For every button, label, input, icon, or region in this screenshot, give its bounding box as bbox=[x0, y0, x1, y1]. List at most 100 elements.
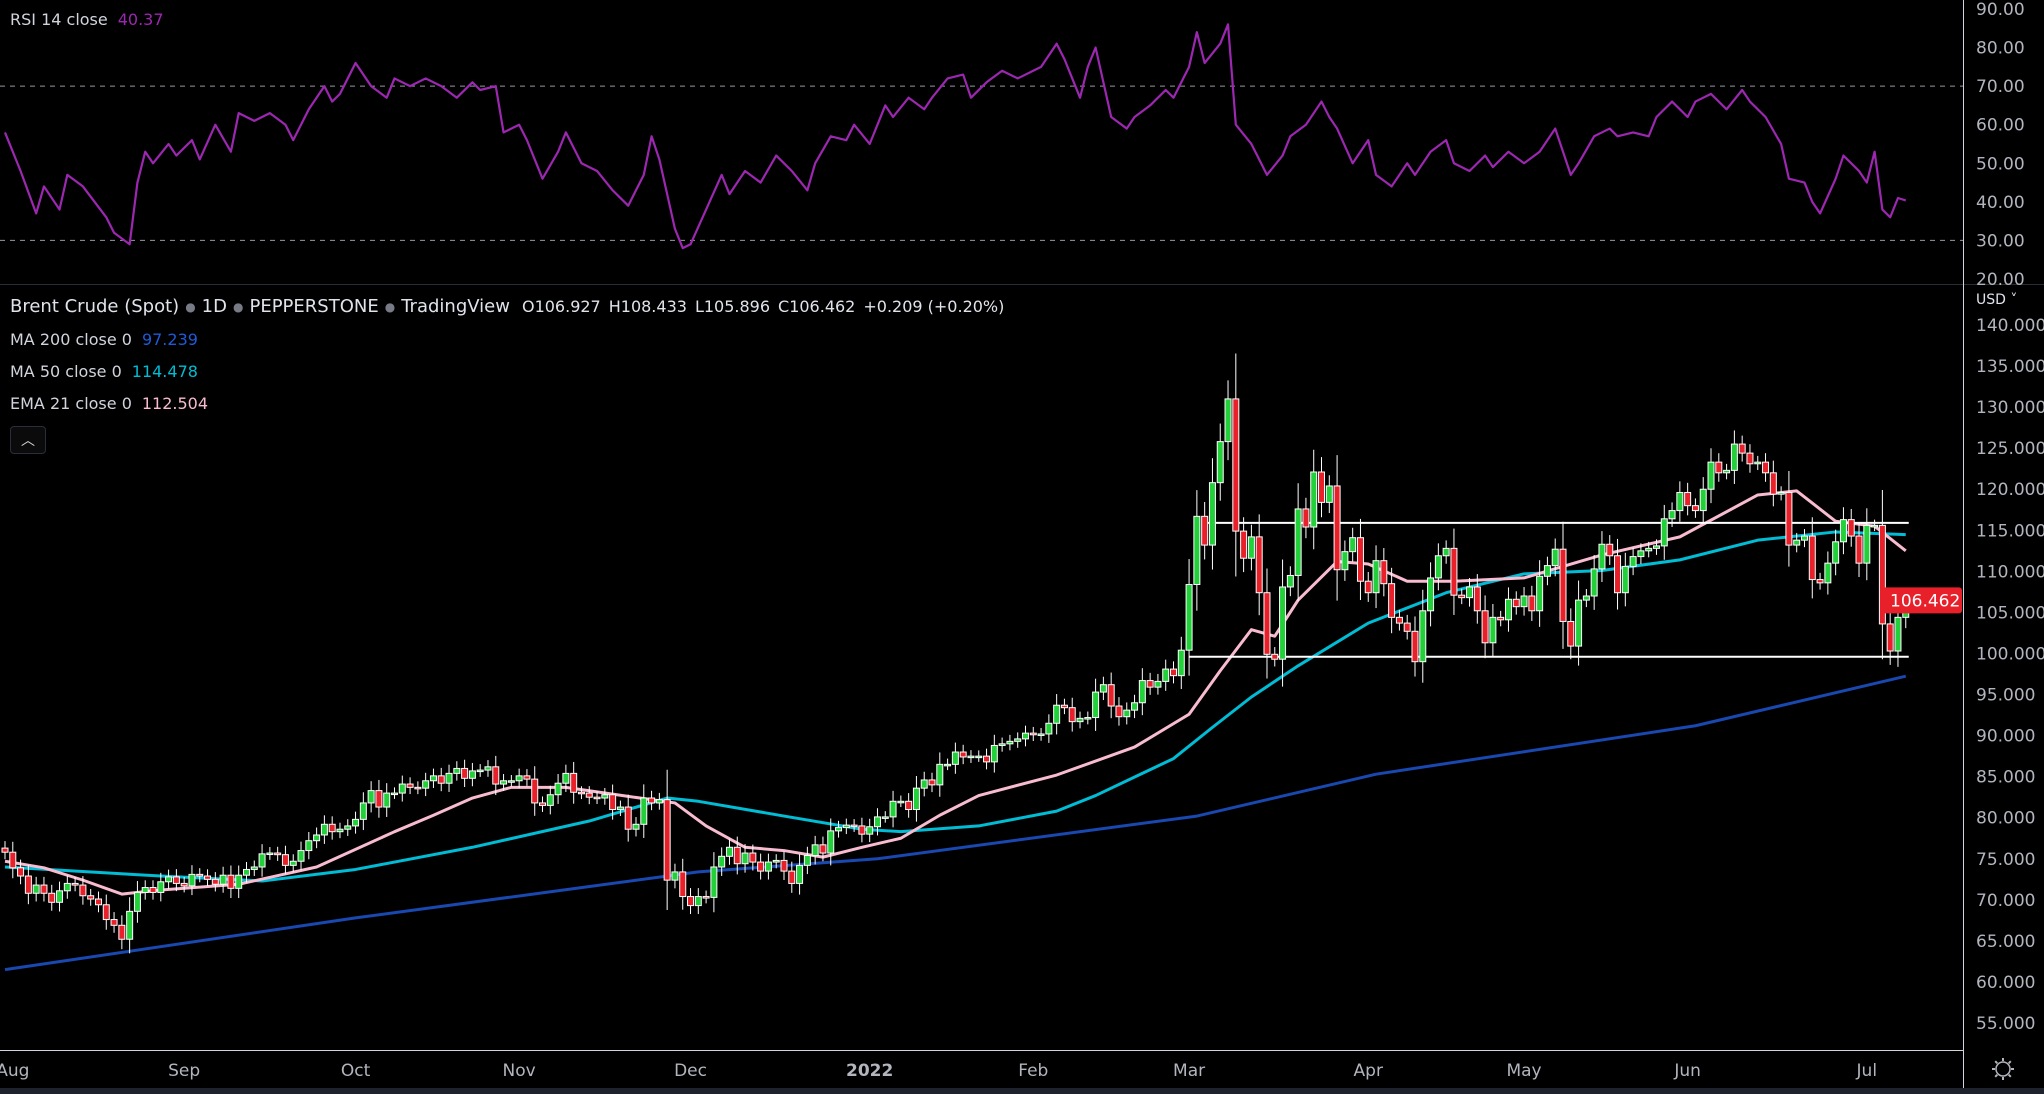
candle-body-up bbox=[1575, 599, 1583, 647]
candle bbox=[749, 844, 757, 871]
candle-body-up bbox=[1349, 537, 1357, 553]
candle bbox=[1512, 591, 1520, 615]
candle-body-up bbox=[398, 783, 406, 794]
candle-body-up bbox=[133, 891, 141, 912]
candle-body-down bbox=[687, 896, 695, 907]
price-tick-label: 55.000 bbox=[1976, 1014, 2035, 1034]
price-axis[interactable]: 140.000 135.000 130.000 125.000 120.000 115.0… bbox=[1976, 0, 2044, 1034]
candle bbox=[570, 761, 578, 804]
price-tick-label: 100.000 bbox=[1976, 644, 2044, 664]
candle bbox=[1878, 490, 1886, 660]
time-tick-label: Feb bbox=[1018, 1061, 1048, 1081]
ma200-legend[interactable]: MA 200 close 0 97.239 bbox=[10, 330, 198, 349]
candle-body-up bbox=[63, 882, 71, 892]
last-price-label: 106.462 bbox=[1890, 591, 1960, 611]
rsi-tick-label: 80.00 bbox=[1976, 39, 2025, 59]
candle-body-down bbox=[1201, 515, 1209, 546]
candle-body-down bbox=[624, 806, 632, 830]
candle bbox=[1372, 545, 1380, 609]
candle-body-down bbox=[274, 852, 282, 856]
candle bbox=[1800, 529, 1808, 548]
candle-body-down bbox=[492, 766, 500, 785]
candle bbox=[398, 775, 406, 802]
candle bbox=[858, 817, 866, 843]
candle bbox=[468, 762, 476, 787]
candle bbox=[274, 846, 282, 861]
candle bbox=[679, 858, 687, 910]
candle bbox=[671, 863, 679, 889]
symbol-legend[interactable]: Brent Crude (Spot) ● 1D ● PEPPERSTONE ● Tradin… bbox=[10, 296, 1005, 317]
candle bbox=[242, 861, 250, 883]
candle bbox=[1559, 521, 1567, 649]
ma50-legend[interactable]: MA 50 close 0 114.478 bbox=[10, 362, 198, 381]
candle bbox=[554, 774, 562, 804]
candle bbox=[1247, 524, 1255, 571]
candle bbox=[1318, 457, 1326, 518]
candle bbox=[9, 841, 17, 879]
candle bbox=[1154, 673, 1162, 695]
chevron-up-icon: ︿ bbox=[21, 433, 35, 449]
candle bbox=[1832, 529, 1840, 576]
candle-body-up bbox=[694, 896, 702, 907]
candle-body-up bbox=[266, 852, 274, 856]
candle-body-up bbox=[1021, 732, 1029, 740]
candle bbox=[1255, 514, 1263, 616]
candle-body-down bbox=[1769, 472, 1777, 495]
candle-body-up bbox=[1099, 684, 1107, 693]
candle-body-down bbox=[24, 875, 32, 894]
candle-body-down bbox=[1318, 471, 1326, 503]
candle bbox=[546, 785, 554, 815]
candle bbox=[920, 771, 928, 797]
candle bbox=[912, 776, 920, 822]
candle bbox=[1793, 532, 1801, 553]
candle-body-up bbox=[484, 766, 492, 771]
candle-body-up bbox=[507, 780, 515, 783]
currency-dropdown[interactable]: USD ˅ bbox=[1976, 292, 2018, 308]
candle-body-up bbox=[235, 874, 243, 889]
candle-body-down bbox=[983, 755, 991, 763]
candle-body-down bbox=[1684, 492, 1692, 507]
candle-body-down bbox=[375, 790, 383, 808]
candle-body-up bbox=[1185, 583, 1193, 651]
candle-body-up bbox=[1660, 518, 1668, 547]
last-price-badge bbox=[1882, 587, 1962, 614]
candle-body-up bbox=[126, 910, 134, 940]
candle bbox=[1497, 610, 1505, 627]
price-tick-label: 125.000 bbox=[1976, 439, 2044, 459]
candle-body-down bbox=[1847, 519, 1855, 537]
candle-body-up bbox=[1871, 524, 1879, 528]
candle-body-down bbox=[648, 797, 656, 804]
candle bbox=[1536, 560, 1544, 627]
candle bbox=[196, 868, 204, 883]
candle bbox=[1769, 460, 1777, 507]
ema21-legend[interactable]: EMA 21 close 0 112.504 bbox=[10, 394, 208, 413]
candle-body-down bbox=[679, 871, 687, 898]
candle bbox=[772, 854, 780, 869]
candle bbox=[476, 764, 484, 777]
time-axis[interactable]: Aug Sep Oct Nov Dec 2022 Feb Mar Apr May Jun Jul bbox=[0, 1061, 1877, 1081]
price-tick-label: 115.000 bbox=[1976, 521, 2044, 541]
candle bbox=[172, 869, 180, 892]
ohlc-close: C106.462 bbox=[778, 297, 856, 316]
candle-body-up bbox=[1707, 461, 1715, 490]
rsi-legend[interactable]: RSI 14 close 40.37 bbox=[10, 10, 164, 29]
candle bbox=[1310, 449, 1318, 550]
candle-body-up bbox=[1442, 547, 1450, 557]
candle bbox=[1645, 541, 1653, 558]
candle bbox=[866, 818, 874, 843]
candle bbox=[437, 767, 445, 792]
candle bbox=[835, 820, 843, 838]
candle bbox=[1606, 535, 1614, 565]
candle bbox=[94, 891, 102, 913]
candle bbox=[811, 835, 819, 865]
candle bbox=[905, 793, 913, 818]
candle-body-down bbox=[1512, 598, 1520, 608]
candle bbox=[1419, 589, 1427, 683]
candle bbox=[959, 744, 967, 765]
collapse-legend-button[interactable]: ︿ bbox=[10, 426, 46, 454]
rsi-tick-label: 40.00 bbox=[1976, 193, 2025, 213]
gear-icon[interactable] bbox=[1990, 1056, 2016, 1082]
data-source: TradingView bbox=[401, 296, 510, 317]
candle-body-down bbox=[531, 778, 539, 804]
